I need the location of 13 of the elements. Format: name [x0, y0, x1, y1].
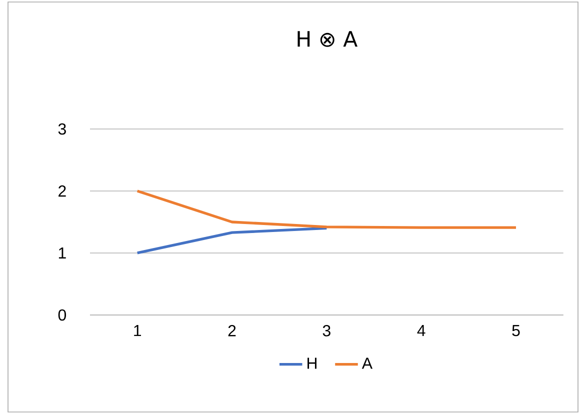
- line-series: [136, 190, 518, 229]
- chart-title: H ⊗ A: [298, 31, 358, 47]
- x-tick-label: 1: [134, 325, 142, 336]
- legend-label: A: [362, 358, 373, 369]
- y-tick-label: 1: [58, 247, 66, 258]
- y-tick-label: 0: [58, 309, 66, 321]
- legend-label: H: [308, 358, 316, 369]
- y-tick-label: 2: [58, 185, 66, 197]
- x-tick-label: 2: [228, 325, 236, 336]
- y-tick-label: 3: [58, 123, 66, 135]
- x-tick-label: 3: [322, 325, 330, 336]
- x-tick-label: 5: [512, 325, 520, 336]
- x-tick-label: 4: [417, 325, 426, 336]
